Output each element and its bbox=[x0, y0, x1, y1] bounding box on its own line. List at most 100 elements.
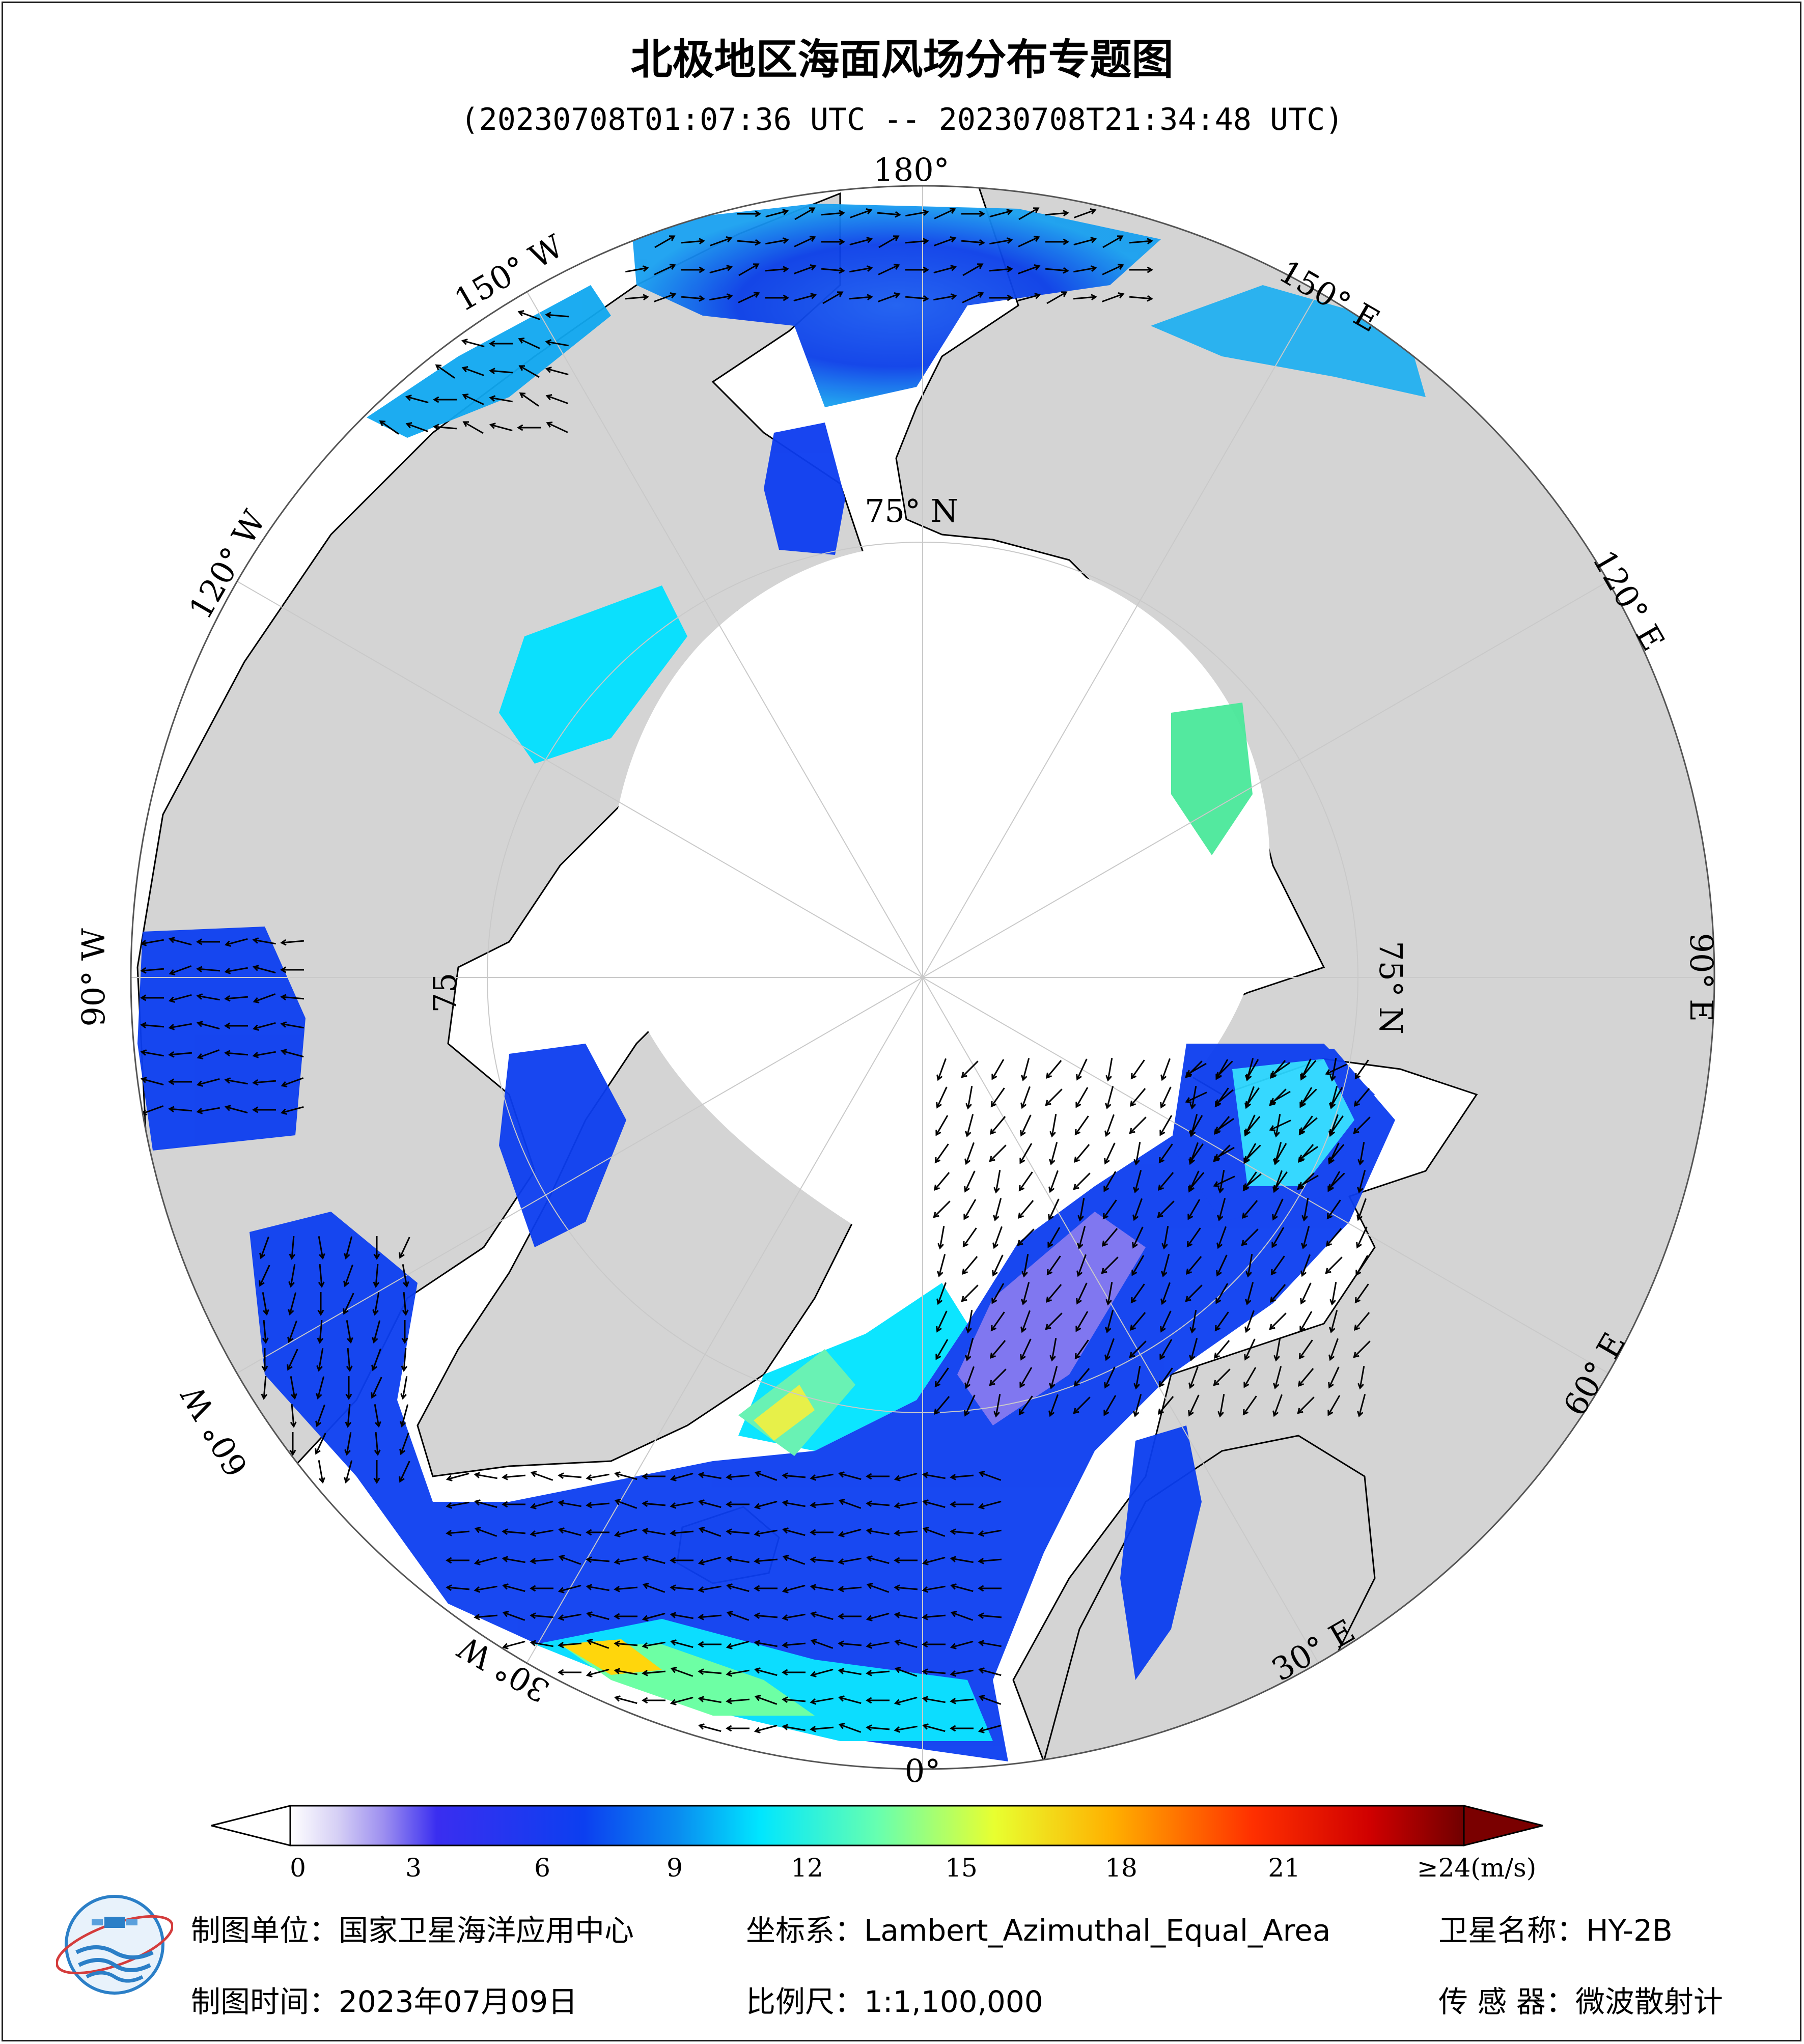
wind-arrow bbox=[994, 1198, 1002, 1220]
wind-arrow bbox=[1020, 1338, 1032, 1360]
wind-arrow-head bbox=[446, 1475, 453, 1481]
wind-arrow bbox=[198, 1022, 220, 1030]
wind-arrow bbox=[615, 1557, 637, 1563]
wind-arrow-head bbox=[446, 1584, 452, 1591]
wind-arrow-head bbox=[399, 1252, 405, 1259]
wind-arrow bbox=[142, 939, 164, 945]
wind-arrow-head bbox=[1045, 1324, 1051, 1330]
wind-arrow bbox=[290, 1376, 296, 1398]
wind-arrow-head bbox=[698, 1586, 705, 1593]
wind-arrow bbox=[1326, 1228, 1342, 1246]
wind-arrow-head bbox=[224, 1050, 231, 1057]
colorbar-tick-24: ≥24(m/s) bbox=[1417, 1853, 1537, 1883]
wind-arrow-head bbox=[530, 1557, 536, 1564]
wind-arrow-head bbox=[726, 1556, 733, 1562]
wind-arrow-head bbox=[922, 1472, 929, 1478]
wind-arrow-head bbox=[558, 1500, 565, 1506]
wind-arrow-head bbox=[964, 1186, 970, 1193]
wind-arrow-head bbox=[726, 1697, 732, 1704]
wind-arrow bbox=[934, 1172, 950, 1190]
wind-arrow-head bbox=[1298, 1127, 1306, 1134]
wind-arrow-head bbox=[1020, 1354, 1026, 1361]
wind-arrow-head bbox=[461, 339, 468, 345]
wind-arrow bbox=[654, 264, 675, 275]
wind-arrow bbox=[531, 1558, 554, 1562]
wind-arrow bbox=[671, 1530, 694, 1534]
wind-arrow-head bbox=[950, 1670, 957, 1677]
wind-arrow bbox=[933, 295, 956, 301]
wind-arrow bbox=[839, 1557, 862, 1563]
wind-arrow bbox=[990, 1340, 1006, 1358]
wind-arrow-head bbox=[936, 1074, 943, 1081]
wind-arrow-head bbox=[433, 424, 439, 431]
wind-arrow bbox=[1101, 1256, 1119, 1274]
wind-arrow-head bbox=[1160, 1298, 1167, 1305]
wind-arrow-head bbox=[1244, 1354, 1250, 1361]
wind-arrow-head bbox=[1243, 1156, 1250, 1162]
wind-arrow-head bbox=[315, 1448, 321, 1455]
wind-arrow-head bbox=[405, 422, 412, 429]
wind-arrow bbox=[1300, 1060, 1317, 1078]
wind-arrow bbox=[141, 968, 164, 972]
wind-arrow bbox=[727, 1530, 750, 1534]
wind-arrow-head bbox=[1133, 1383, 1140, 1390]
wind-arrow-head bbox=[1075, 1326, 1081, 1332]
wind-arrow bbox=[963, 1199, 977, 1219]
wind-arrow-head bbox=[894, 292, 901, 299]
wind-arrow bbox=[1301, 1254, 1311, 1276]
wind-arrow-head bbox=[614, 1613, 620, 1620]
wind-arrow-head bbox=[262, 1337, 269, 1344]
wind-arrow bbox=[226, 1106, 248, 1114]
wind-arrow-head bbox=[462, 394, 469, 400]
wind-arrow-head bbox=[1061, 291, 1068, 297]
wind-arrow-head bbox=[374, 1449, 381, 1456]
wind-arrow-head bbox=[894, 1557, 900, 1564]
wind-arrow-head bbox=[1326, 1213, 1333, 1220]
wind-arrow bbox=[1047, 1227, 1061, 1247]
wind-arrow-head bbox=[1242, 1409, 1249, 1416]
wind-arrow bbox=[793, 265, 816, 274]
wind-arrow bbox=[1045, 1312, 1063, 1330]
wind-arrow-head bbox=[1185, 1296, 1191, 1302]
wind-arrow-head bbox=[371, 1392, 377, 1399]
wind-arrow-head bbox=[545, 339, 552, 346]
wind-arrow bbox=[1103, 1199, 1117, 1219]
wind-arrow bbox=[1190, 1115, 1203, 1135]
wind-arrow-head bbox=[197, 1053, 204, 1059]
wind-arrow bbox=[867, 1556, 890, 1564]
wind-arrow-head bbox=[252, 1079, 259, 1086]
wind-arrow-head bbox=[782, 209, 789, 215]
wind-arrow bbox=[503, 1612, 525, 1621]
wind-arrow bbox=[615, 1528, 637, 1536]
wind-arrow-head bbox=[670, 1584, 676, 1591]
wind-arrow-head bbox=[373, 1253, 380, 1260]
wind-arrow bbox=[403, 1348, 407, 1371]
wind-arrow bbox=[254, 993, 276, 1002]
wind-arrow bbox=[933, 266, 956, 274]
wind-arrow-head bbox=[922, 209, 929, 216]
wind-arrow-head bbox=[614, 1585, 620, 1592]
wind-arrow-head bbox=[642, 1615, 649, 1621]
wind-arrow-head bbox=[1077, 1215, 1084, 1222]
wind-arrow-head bbox=[319, 1477, 325, 1484]
wind-arrow bbox=[318, 1348, 324, 1370]
wind-arrow-head bbox=[1063, 267, 1069, 274]
wind-arrow bbox=[1216, 1060, 1233, 1078]
wind-arrow bbox=[934, 1396, 950, 1414]
wind-arrow-head bbox=[1049, 1383, 1056, 1390]
wind-arrow bbox=[1270, 1090, 1291, 1104]
wind-arrow bbox=[375, 1432, 379, 1455]
wind-arrow bbox=[1017, 1228, 1035, 1246]
wind-arrow-head bbox=[400, 1421, 406, 1428]
wind-arrow bbox=[671, 1640, 693, 1648]
wind-arrow bbox=[1161, 1282, 1171, 1304]
wind-arrow-head bbox=[1160, 1102, 1166, 1109]
wind-arrow bbox=[1073, 1396, 1091, 1414]
wind-arrow-head bbox=[316, 1365, 323, 1372]
wind-arrow-head bbox=[922, 1641, 928, 1648]
wind-arrow bbox=[282, 1077, 304, 1086]
wind-arrow bbox=[1243, 1173, 1262, 1189]
wind-arrow-head bbox=[866, 1724, 872, 1731]
wind-arrow-head bbox=[978, 1471, 985, 1477]
wind-arrow-head bbox=[1102, 1213, 1109, 1220]
